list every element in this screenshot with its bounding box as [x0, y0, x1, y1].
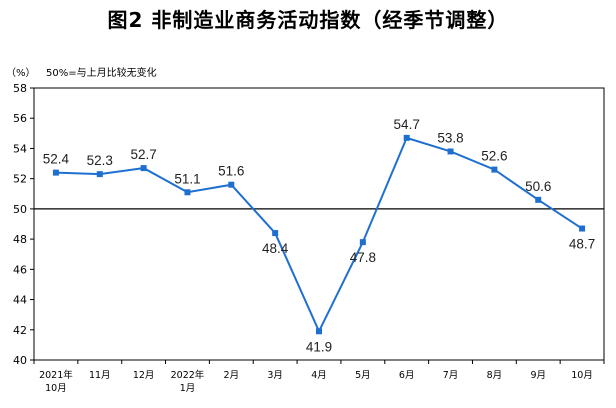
- data-label: 52.3: [87, 153, 113, 168]
- x-tick-label: 7月: [443, 370, 459, 381]
- x-tick-label: 6月: [399, 370, 415, 381]
- x-tick-label: 2022年: [171, 369, 205, 381]
- data-label: 47.8: [350, 250, 376, 265]
- data-point: [579, 225, 586, 232]
- x-tick-label: 10月: [45, 383, 67, 394]
- y-tick-label: 58: [13, 82, 27, 95]
- data-point: [491, 166, 498, 173]
- data-label: 48.7: [569, 237, 595, 252]
- data-point: [228, 181, 235, 188]
- data-point: [535, 196, 542, 203]
- y-tick-label: 46: [13, 263, 27, 276]
- data-point: [96, 171, 103, 178]
- data-point: [447, 148, 454, 155]
- x-tick-label: 10月: [571, 370, 593, 381]
- y-tick-label: 52: [13, 173, 27, 186]
- x-tick-label: 12月: [133, 370, 155, 381]
- data-label: 54.7: [394, 117, 420, 132]
- data-point: [403, 134, 410, 141]
- data-label: 50.6: [525, 179, 551, 194]
- series-line: [55, 136, 583, 334]
- data-label: 53.8: [437, 130, 463, 145]
- x-tick-label: 11月: [89, 370, 111, 381]
- y-tick-label: 50: [13, 203, 27, 216]
- reference-note: 50%=与上月比较无变化: [46, 68, 157, 79]
- x-tick-label: 4月: [311, 370, 327, 381]
- y-tick-label: 48: [13, 233, 27, 246]
- x-tick-label: 8月: [487, 370, 503, 381]
- data-point: [272, 230, 279, 237]
- y-tick-label: 42: [13, 324, 27, 337]
- data-label: 48.4: [262, 241, 289, 256]
- data-point: [359, 239, 366, 246]
- data-label: 51.1: [174, 171, 200, 186]
- x-tick-label: 9月: [530, 370, 546, 381]
- data-label: 52.6: [481, 149, 507, 164]
- plot-frame: [33, 87, 605, 361]
- data-point: [140, 165, 147, 172]
- x-tick-label: 1月: [180, 383, 196, 394]
- x-tick-label: 2月: [224, 370, 240, 381]
- x-tick-label: 2021年: [39, 369, 73, 381]
- data-point: [184, 189, 191, 196]
- y-tick-label: 56: [13, 112, 27, 125]
- y-unit-label: （%）: [6, 68, 36, 79]
- data-point: [316, 328, 322, 335]
- x-tick-label: 3月: [267, 370, 283, 381]
- data-point: [52, 169, 59, 176]
- y-tick-label: 44: [13, 294, 27, 307]
- data-label: 51.6: [218, 164, 244, 179]
- y-tick-label: 54: [13, 142, 27, 155]
- data-label: 52.4: [43, 152, 70, 167]
- x-tick-label: 5月: [355, 370, 371, 381]
- y-tick-label: 40: [13, 354, 27, 367]
- data-label: 52.7: [130, 147, 156, 162]
- data-label: 41.9: [306, 339, 332, 354]
- chart-title: 图2 非制造业商务活动指数（经季节调整）: [107, 8, 509, 32]
